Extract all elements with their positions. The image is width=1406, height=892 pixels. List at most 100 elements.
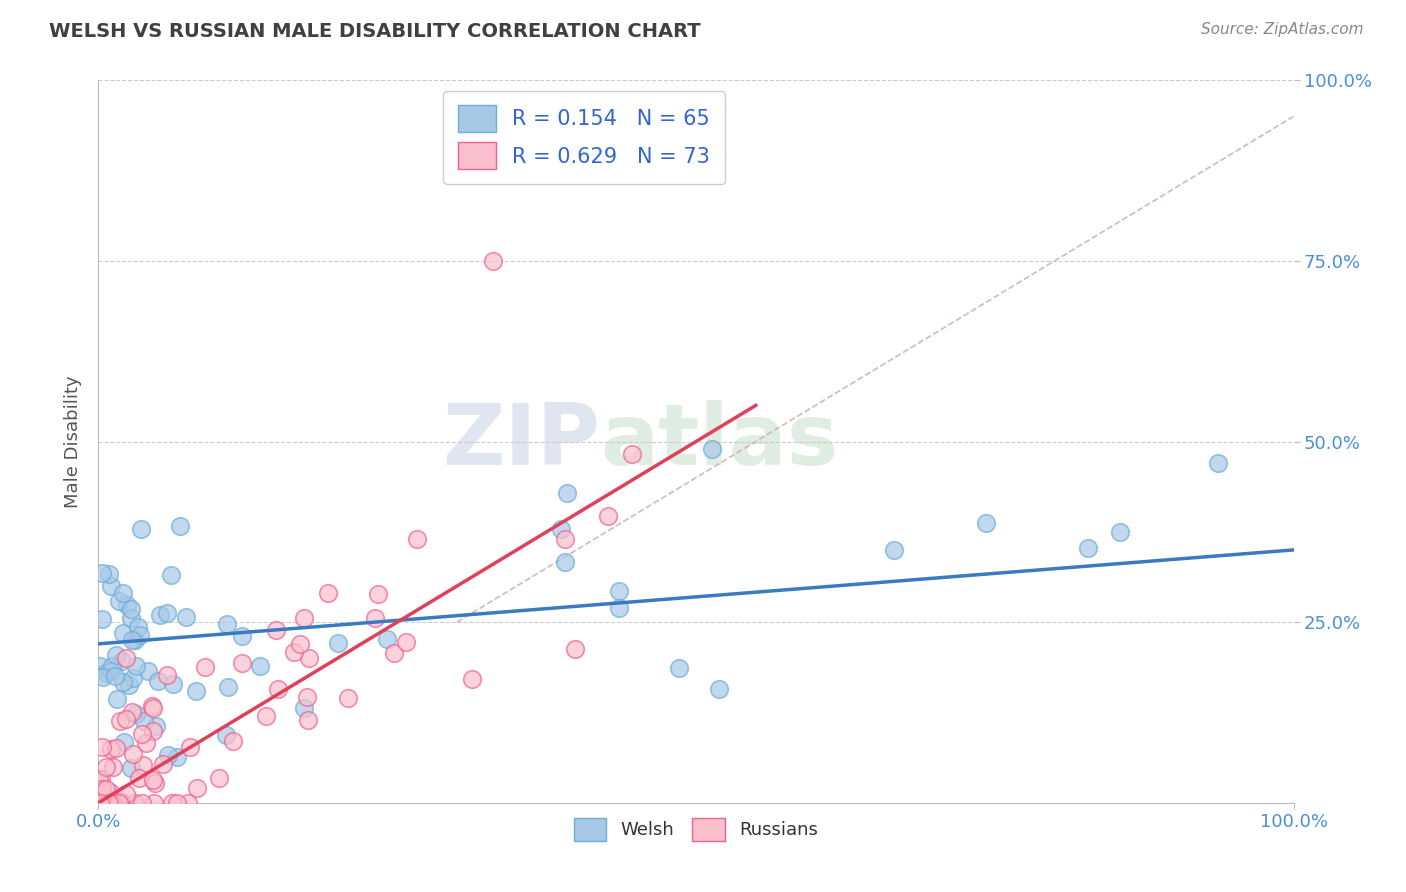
- Point: [217, 680, 239, 694]
- Point: [96, 796, 118, 810]
- Point: [108, 796, 131, 810]
- Point: [298, 651, 321, 665]
- Point: [104, 669, 127, 683]
- Point: [101, 760, 124, 774]
- Point: [194, 660, 217, 674]
- Point: [148, 607, 170, 622]
- Point: [128, 772, 150, 786]
- Point: [974, 516, 997, 531]
- Point: [186, 780, 208, 795]
- Point: [91, 782, 114, 797]
- Point: [100, 796, 122, 810]
- Point: [91, 740, 114, 755]
- Point: [1206, 456, 1229, 470]
- Point: [98, 796, 121, 810]
- Point: [129, 522, 152, 536]
- Point: [131, 727, 153, 741]
- Point: [883, 542, 905, 557]
- Point: [215, 728, 238, 742]
- Text: atlas: atlas: [600, 400, 838, 483]
- Point: [145, 719, 167, 733]
- Point: [94, 760, 117, 774]
- Point: [156, 668, 179, 682]
- Point: [564, 642, 586, 657]
- Point: [115, 598, 138, 612]
- Point: [120, 611, 142, 625]
- Point: [118, 678, 141, 692]
- Point: [89, 772, 111, 786]
- Point: [89, 659, 111, 673]
- Point: [110, 796, 132, 810]
- Point: [127, 620, 149, 634]
- Point: [107, 594, 129, 608]
- Point: [169, 518, 191, 533]
- Point: [143, 776, 166, 790]
- Point: [91, 670, 114, 684]
- Point: [554, 532, 576, 546]
- Point: [87, 772, 110, 786]
- Point: [160, 568, 183, 582]
- Point: [108, 796, 131, 810]
- Point: [100, 579, 122, 593]
- Point: [124, 632, 146, 647]
- Point: [328, 636, 350, 650]
- Point: [91, 566, 114, 580]
- Point: [152, 757, 174, 772]
- Point: [135, 736, 157, 750]
- Point: [186, 684, 208, 698]
- Point: [96, 782, 118, 797]
- Point: [98, 567, 121, 582]
- Point: [231, 629, 253, 643]
- Point: [609, 584, 631, 599]
- Point: [125, 706, 148, 721]
- Legend: Welsh, Russians: Welsh, Russians: [567, 810, 825, 848]
- Point: [217, 616, 239, 631]
- Point: [297, 713, 319, 727]
- Point: [91, 612, 114, 626]
- Point: [382, 646, 405, 660]
- Point: [1109, 524, 1132, 539]
- Point: [97, 796, 120, 810]
- Point: [105, 740, 128, 755]
- Point: [160, 796, 183, 810]
- Point: [121, 706, 143, 720]
- Point: [115, 787, 138, 801]
- Point: [141, 698, 163, 713]
- Point: [114, 651, 136, 665]
- Point: [482, 253, 505, 268]
- Point: [394, 635, 416, 649]
- Point: [598, 509, 620, 524]
- Point: [283, 645, 305, 659]
- Point: [174, 610, 197, 624]
- Point: [115, 712, 138, 726]
- Point: [336, 691, 359, 706]
- Point: [249, 658, 271, 673]
- Point: [707, 681, 730, 696]
- Point: [166, 749, 188, 764]
- Point: [700, 442, 723, 456]
- Point: [100, 741, 122, 756]
- Point: [112, 626, 135, 640]
- Point: [94, 666, 117, 681]
- Point: [142, 701, 165, 715]
- Point: [668, 661, 690, 675]
- Point: [131, 796, 153, 810]
- Point: [129, 628, 152, 642]
- Point: [136, 664, 159, 678]
- Point: [97, 796, 120, 810]
- Point: [176, 796, 198, 810]
- Point: [375, 632, 398, 646]
- Point: [121, 602, 143, 616]
- Point: [90, 796, 112, 810]
- Point: [367, 587, 389, 601]
- Point: [166, 796, 188, 810]
- Point: [100, 664, 122, 678]
- Point: [93, 792, 115, 806]
- Point: [231, 657, 253, 671]
- Point: [100, 796, 122, 810]
- Point: [122, 747, 145, 761]
- Point: [122, 671, 145, 685]
- Point: [156, 747, 179, 762]
- Point: [555, 486, 578, 500]
- Point: [100, 785, 122, 799]
